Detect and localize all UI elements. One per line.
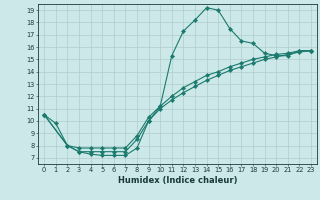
X-axis label: Humidex (Indice chaleur): Humidex (Indice chaleur) [118, 176, 237, 185]
